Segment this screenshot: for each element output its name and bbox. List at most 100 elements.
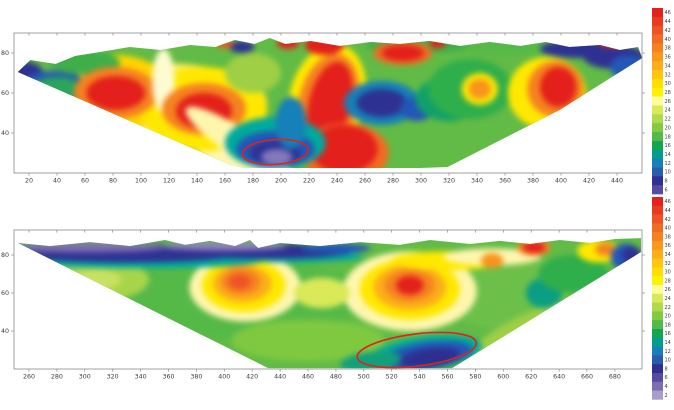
colorbar-segment: [652, 52, 663, 62]
panel-bottom: 260 280 300 320 340 360 380 400 420 440 460 480 500 5…: [1, 197, 671, 400]
colorbar-segment: [652, 123, 663, 133]
x-tick-label: 600: [497, 374, 509, 381]
x-tick-label: 460: [302, 374, 314, 381]
colorbar-label: 6: [665, 375, 668, 381]
anomaly-outline-top: [241, 138, 310, 166]
x-tick-label: 260: [359, 178, 371, 185]
colorbar-label: 40: [665, 226, 671, 232]
colorbar-segment: [652, 373, 663, 383]
section-bottom: [18, 238, 641, 369]
panel-top: 20 40 60 80 100 120 140 160 180 200 220 240 260 280 30…: [1, 8, 671, 195]
colorbar-label: 32: [665, 72, 671, 78]
colorbar-label: 26: [665, 99, 671, 105]
colorbar-segment: [652, 205, 663, 215]
colorbar-label: 20: [665, 125, 671, 131]
colorbar-segment: [652, 158, 663, 168]
colorbar-label: 8: [665, 366, 668, 372]
colorbar-segment: [652, 78, 663, 89]
colorbar-label: 44: [665, 19, 671, 25]
colorbar-label: 38: [665, 46, 671, 52]
colorbar-segment: [652, 390, 663, 400]
x-tick-label: 340: [471, 178, 483, 185]
colorbar-segment: [652, 285, 663, 295]
colorbar-top: 46 44 42 40 38 36 34 32 30 28 26 24 22 20 18 16 14 12 10 8 6: [652, 8, 671, 195]
colorbar-label: 42: [665, 217, 671, 223]
x-tick-label: 380: [527, 178, 539, 185]
colorbar-segment: [652, 167, 663, 177]
colorbar-label: 14: [665, 152, 671, 158]
axes-frame: [13, 229, 643, 370]
colorbar-segment: [652, 70, 663, 80]
x-tick-label: 540: [414, 374, 426, 381]
colorbar-label: 18: [665, 134, 671, 140]
colorbar-segment: [652, 267, 663, 277]
x-tick-label: 80: [109, 178, 117, 185]
x-tick-label: 360: [162, 374, 174, 381]
x-tick-label: 560: [441, 374, 453, 381]
x-tick-label: 300: [79, 374, 91, 381]
colorbar-segment: [652, 355, 663, 365]
colorbar-label: 30: [665, 270, 671, 276]
y-tick-label: 60: [1, 90, 9, 97]
x-tick-label: 240: [331, 178, 343, 185]
colorbar-segment: [652, 258, 663, 268]
x-tick-label: 440: [611, 178, 623, 185]
colorbar-label: 24: [665, 108, 671, 114]
x-tick-label: 260: [23, 374, 35, 381]
y-tick-label: 40: [1, 328, 9, 335]
x-tick-label: 340: [135, 374, 147, 381]
x-tick-label: 300: [415, 178, 427, 185]
colorbar-label: 12: [665, 349, 671, 355]
colorbar-segment: [652, 241, 663, 251]
colorbar-segment: [652, 96, 663, 106]
x-tick-label: 20: [25, 178, 33, 185]
colorbar-label: 16: [665, 331, 671, 337]
x-tick-label: 120: [163, 178, 175, 185]
colorbar-segment: [652, 311, 663, 321]
colorbar-label: 8: [665, 179, 668, 185]
y-tick-label: 60: [1, 290, 9, 297]
colorbar-segment: [652, 43, 663, 53]
colorbar-segment: [652, 214, 663, 224]
colorbar-label: 44: [665, 208, 671, 214]
colorbar-segment: [652, 249, 663, 259]
x-tick-label: 380: [190, 374, 202, 381]
x-tick-label: 220: [303, 178, 315, 185]
colorbar-label: 6: [665, 187, 668, 193]
colorbar-segment: [652, 346, 663, 356]
colorbar-segment: [652, 364, 663, 374]
colorbar-label: 10: [665, 170, 671, 176]
colorbar-label: 46: [665, 199, 671, 205]
x-tick-label: 580: [469, 374, 481, 381]
colorbar-segment: [652, 176, 663, 186]
colorbar-label: 34: [665, 63, 671, 69]
colorbar-label: 42: [665, 28, 671, 34]
x-tick-label: 140: [191, 178, 203, 185]
colorbar-bottom: 4644424038363432302826242220181614121086…: [652, 197, 671, 400]
x-tick-label: 480: [330, 374, 342, 381]
x-tick-label: 400: [218, 374, 230, 381]
colorbar-segment: [652, 320, 663, 330]
colorbar-segment: [652, 302, 663, 312]
y-tick-label: 40: [1, 130, 9, 137]
x-tick-label: 360: [499, 178, 511, 185]
x-tick-label: 640: [553, 374, 565, 381]
colorbar-label: 38: [665, 234, 671, 240]
colorbar-segment: [652, 223, 663, 233]
colorbar-label: 26: [665, 287, 671, 293]
colorbar-label: 18: [665, 322, 671, 328]
colorbar-label: 4: [665, 384, 668, 390]
colorbar-label: 32: [665, 261, 671, 267]
colorbar-segment: [652, 8, 663, 18]
x-tick-label: 400: [555, 178, 567, 185]
colorbar-label: 46: [665, 10, 671, 16]
x-tick-label: 320: [107, 374, 119, 381]
colorbar-label: 22: [665, 117, 671, 123]
x-tick-label: 180: [247, 178, 259, 185]
x-tick-label: 280: [51, 374, 63, 381]
colorbar-label: 14: [665, 340, 671, 346]
colorbar-label: 16: [665, 143, 671, 149]
x-tick-label: 420: [246, 374, 258, 381]
